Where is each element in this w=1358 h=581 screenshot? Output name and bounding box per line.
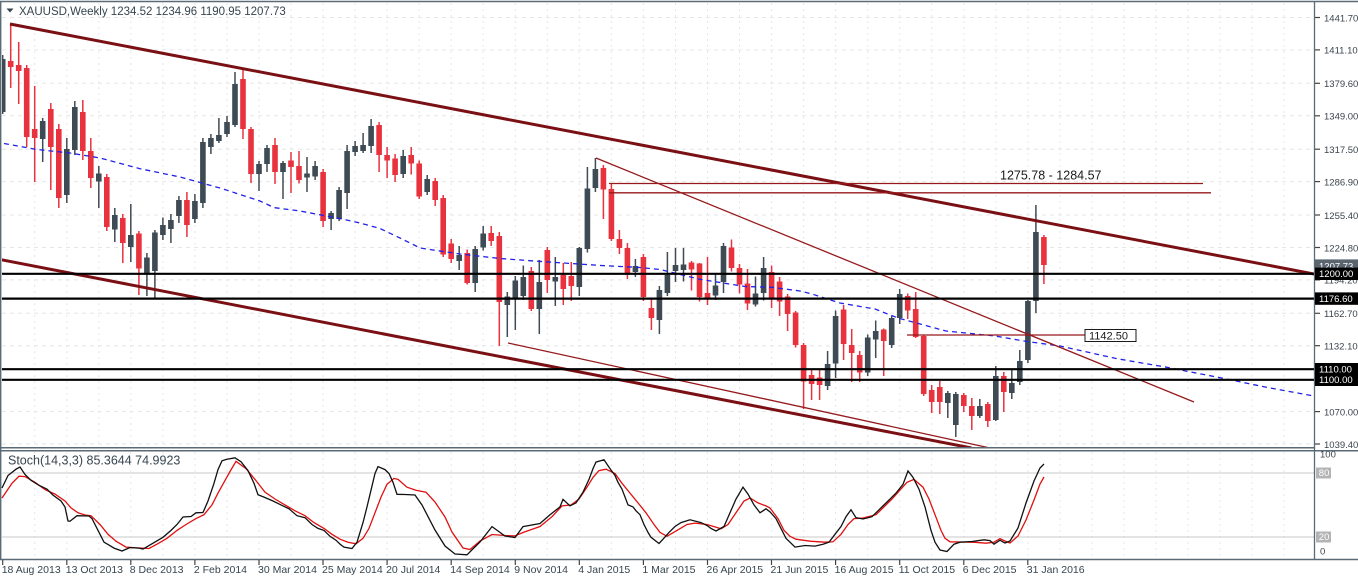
svg-text:1275.78 - 1284.57: 1275.78 - 1284.57 — [1000, 169, 1102, 183]
svg-text:1317.50: 1317.50 — [1324, 145, 1358, 156]
svg-text:100: 100 — [1320, 450, 1336, 461]
svg-text:9 Nov 2014: 9 Nov 2014 — [514, 564, 568, 576]
svg-text:4 Jan 2015: 4 Jan 2015 — [578, 564, 630, 576]
svg-text:1379.60: 1379.60 — [1324, 79, 1358, 90]
svg-text:16 Aug 2015: 16 Aug 2015 — [835, 564, 894, 576]
svg-text:1132.10: 1132.10 — [1324, 342, 1358, 353]
svg-text:25 May 2014: 25 May 2014 — [322, 564, 383, 576]
svg-text:31 Jan 2016: 31 Jan 2016 — [1027, 564, 1085, 576]
svg-text:21 Jun 2015: 21 Jun 2015 — [771, 564, 829, 576]
svg-text:1142.50: 1142.50 — [1089, 331, 1128, 343]
svg-text:1286.90: 1286.90 — [1324, 177, 1358, 188]
svg-text:1039.40: 1039.40 — [1324, 440, 1358, 451]
svg-text:XAUUSD,Weekly 1234.52 1234.96: XAUUSD,Weekly 1234.52 1234.96 1190.95 12… — [19, 6, 286, 18]
svg-text:14 Sep 2014: 14 Sep 2014 — [450, 564, 510, 576]
svg-text:26 Apr 2015: 26 Apr 2015 — [707, 564, 764, 576]
svg-text:1176.60: 1176.60 — [1319, 294, 1353, 305]
svg-text:13 Oct 2013: 13 Oct 2013 — [66, 564, 123, 576]
svg-text:1255.40: 1255.40 — [1324, 211, 1358, 222]
svg-text:0: 0 — [1320, 547, 1325, 558]
svg-text:1349.00: 1349.00 — [1324, 112, 1358, 123]
svg-text:1194.20: 1194.20 — [1324, 276, 1358, 287]
svg-text:1411.10: 1411.10 — [1324, 46, 1358, 57]
svg-text:1110.00: 1110.00 — [1319, 365, 1352, 376]
svg-text:30 Mar 2014: 30 Mar 2014 — [258, 564, 317, 576]
svg-text:1070.00: 1070.00 — [1324, 407, 1358, 418]
svg-text:11 Oct 2015: 11 Oct 2015 — [899, 564, 956, 576]
svg-text:20 Jul 2014: 20 Jul 2014 — [386, 564, 440, 576]
svg-text:1100.00: 1100.00 — [1319, 375, 1353, 386]
svg-text:1224.80: 1224.80 — [1324, 243, 1358, 254]
svg-text:1162.70: 1162.70 — [1324, 309, 1358, 320]
svg-text:80: 80 — [1319, 468, 1330, 479]
svg-text:2 Feb 2014: 2 Feb 2014 — [194, 564, 247, 576]
svg-text:20: 20 — [1319, 532, 1330, 543]
svg-text:1441.70: 1441.70 — [1324, 13, 1358, 24]
svg-text:8 Dec 2013: 8 Dec 2013 — [130, 564, 184, 576]
svg-text:18 Aug 2013: 18 Aug 2013 — [2, 564, 61, 576]
svg-text:1200.00: 1200.00 — [1319, 269, 1353, 280]
svg-text:Stoch(14,3,3) 85.3644 74.9923: Stoch(14,3,3) 85.3644 74.9923 — [8, 454, 180, 468]
svg-text:6 Dec 2015: 6 Dec 2015 — [963, 564, 1017, 576]
svg-text:1207.73: 1207.73 — [1319, 261, 1353, 272]
svg-text:1 Mar 2015: 1 Mar 2015 — [642, 564, 695, 576]
